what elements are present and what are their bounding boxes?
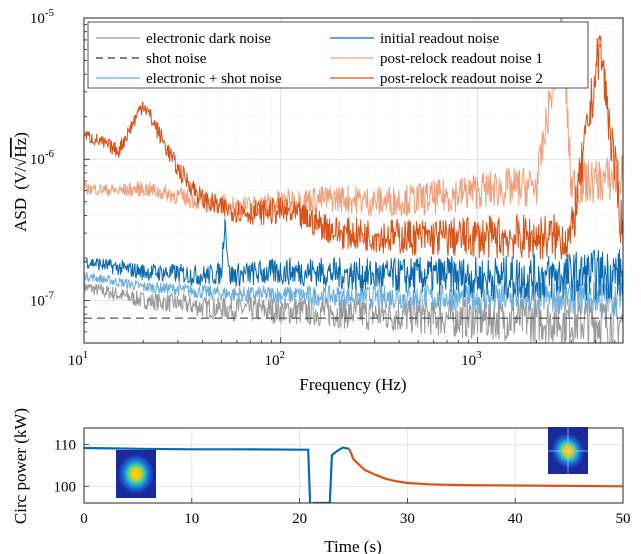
y-axis-label-circ-power: Circ power (kW) (11, 408, 30, 524)
legend-entry-initial-readout-noise: initial readout noise (380, 31, 499, 47)
beam-profile-inset-relock (548, 427, 588, 474)
time-tick-label: 40 (508, 511, 523, 527)
legend-entry-electronic-dark-noise: electronic dark noise (146, 31, 271, 47)
y-tick-label: 10-7 (30, 289, 55, 309)
x-tick-label: 102 (264, 349, 285, 369)
power-panel: 0 10 20 30 40 50 100 110 Time (s) Circ power (k… (11, 408, 631, 554)
asd-ticks: 101 102 103 10-7 10-6 10-5 (30, 7, 616, 369)
x-tick-label: 103 (461, 349, 482, 369)
power-line-after-relock (348, 448, 623, 488)
time-tick-label: 10 (184, 511, 199, 527)
x-tick-label: 101 (68, 349, 89, 369)
power-tick-label: 110 (54, 438, 76, 454)
power-series-group (84, 446, 623, 503)
legend-entry-post-relock-2: post-relock readout noise 2 (380, 71, 543, 87)
legend-entry-shot-noise: shot noise (146, 51, 207, 67)
time-tick-label: 50 (616, 511, 631, 527)
y-tick-label: 10-5 (30, 7, 55, 27)
legend-entry-electronic-shot-noise: electronic + shot noise (146, 71, 282, 87)
time-tick-label: 30 (400, 511, 415, 527)
svg-text:ASD (V/√Hz): ASD (V/√Hz) (11, 132, 30, 232)
x-axis-label-time: Time (s) (324, 537, 381, 554)
y-tick-label: 10-6 (30, 148, 55, 168)
asd-panel: 101 102 103 10-7 10-6 10-5 electronic dark no… (11, 7, 624, 394)
y-axis-label-asd: ASD (V/√Hz) (11, 132, 30, 232)
time-tick-label: 20 (292, 511, 307, 527)
power-line-before-relock (84, 446, 350, 503)
x-axis-label-frequency: Frequency (Hz) (299, 375, 406, 394)
power-tick-label: 100 (54, 479, 77, 495)
beam-profile-inset-initial (116, 450, 156, 498)
power-ticks: 0 10 20 30 40 50 100 110 (54, 438, 631, 527)
legend-entry-post-relock-1: post-relock readout noise 1 (380, 51, 543, 67)
time-tick-label: 0 (80, 511, 88, 527)
legend: electronic dark noise shot noise electro… (87, 21, 589, 89)
